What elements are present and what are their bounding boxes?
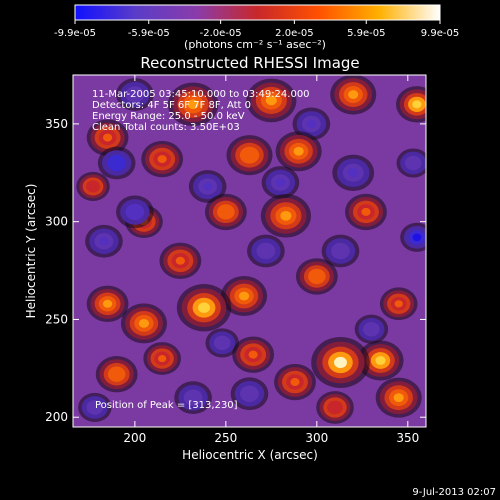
negative-blob xyxy=(335,246,346,256)
negative-blob xyxy=(129,90,140,99)
colorbar-tick-label: 9.9e-05 xyxy=(421,28,459,39)
negative-blob xyxy=(408,159,418,167)
footer-timestamp: 9-Jul-2013 02:07 xyxy=(412,487,496,498)
heatmap-area xyxy=(73,75,426,427)
annotation-energy-range: Energy Range: 25.0 - 50.0 keV xyxy=(92,111,245,122)
emission-blob xyxy=(157,155,167,164)
y-tick-label: 300 xyxy=(45,215,68,229)
y-tick-label: 350 xyxy=(45,117,68,131)
x-axis-label: Heliocentric X (arcsec) xyxy=(182,448,318,462)
emission-blob xyxy=(334,356,347,369)
negative-blob xyxy=(90,403,100,412)
annotation-time-range: 11-Mar-2005 03:45:10.000 to 03:49:24.000 xyxy=(92,89,310,100)
emission-blob xyxy=(112,370,122,379)
negative-blob xyxy=(202,182,213,191)
x-tick-label: 350 xyxy=(396,431,419,445)
emission-blob xyxy=(330,403,340,412)
negative-blob xyxy=(111,158,122,168)
negative-blob xyxy=(306,119,317,129)
y-tick-label: 200 xyxy=(45,410,68,424)
y-tick-label: 250 xyxy=(45,312,68,326)
negative-blob xyxy=(347,168,359,178)
x-tick-label: 300 xyxy=(305,431,328,445)
colorbar-tick-label: -5.9e-05 xyxy=(128,28,170,39)
negative-blob xyxy=(275,178,286,187)
colorbar-ticks xyxy=(74,20,441,24)
negative-blob xyxy=(188,393,198,402)
emission-blob xyxy=(293,146,304,156)
emission-blob xyxy=(375,356,386,365)
y-axis-ticks: 200 250 300 350 xyxy=(45,117,426,424)
emission-blob xyxy=(89,183,97,190)
x-tick-label: 200 xyxy=(123,431,146,445)
negative-blob xyxy=(244,389,255,399)
negative-blob xyxy=(260,246,271,256)
negative-blob xyxy=(129,207,140,217)
emission-blob xyxy=(187,99,199,110)
colorbar-tick-label: 2.0e-05 xyxy=(275,28,313,39)
emission-blob xyxy=(102,299,113,308)
emission-blob xyxy=(102,133,113,142)
emission-blob xyxy=(393,393,404,403)
annotation-total-counts: Clean Total counts: 3.50E+03 xyxy=(92,122,240,133)
chart-title: Reconstructed RHESSI Image xyxy=(140,54,359,72)
negative-blob xyxy=(99,236,109,246)
emission-blob xyxy=(348,90,359,99)
negative-blob xyxy=(412,233,422,242)
heatmap-blobs xyxy=(76,75,426,424)
emission-blob xyxy=(265,95,277,106)
emission-blob xyxy=(312,272,322,281)
emission-blob xyxy=(138,318,150,328)
annotation-detectors: Detectors: 4F 5F 6F 7F 8F, Att 0 xyxy=(92,100,251,111)
emission-blob xyxy=(361,207,371,216)
colorbar-tick-label: -2.0e-05 xyxy=(200,28,242,39)
negative-blob xyxy=(367,325,376,334)
colorbar-tick-label: -9.9e-05 xyxy=(54,28,96,39)
emission-blob xyxy=(238,291,250,301)
y-axis-label: Heliocentric Y (arcsec) xyxy=(24,184,38,319)
annotation-peak-position: Position of Peak = [313,230] xyxy=(95,400,238,411)
emission-blob xyxy=(244,150,255,160)
colorbar-tick-labels: -9.9e-05 -5.9e-05 -2.0e-05 2.0e-05 5.9e-05 9.… xyxy=(54,28,459,39)
emission-blob xyxy=(394,300,403,308)
emission-blob xyxy=(175,256,185,265)
colorbar-tick-label: 5.9e-05 xyxy=(347,28,385,39)
plot-frame xyxy=(72,74,427,428)
x-tick-label: 250 xyxy=(214,431,237,445)
emission-blob xyxy=(280,210,292,221)
emission-blob xyxy=(290,378,300,387)
colorbar xyxy=(74,4,441,21)
colorbar-unit-label: (photons cm⁻² s⁻¹ asec⁻²) xyxy=(184,38,326,51)
x-axis-ticks: 200 250 300 350 xyxy=(123,75,419,445)
emission-blob xyxy=(198,302,210,313)
emission-blob xyxy=(221,207,231,216)
negative-blob xyxy=(217,339,227,347)
emission-blob xyxy=(248,350,258,359)
emission-blob xyxy=(158,354,167,363)
emission-blob xyxy=(412,100,422,109)
